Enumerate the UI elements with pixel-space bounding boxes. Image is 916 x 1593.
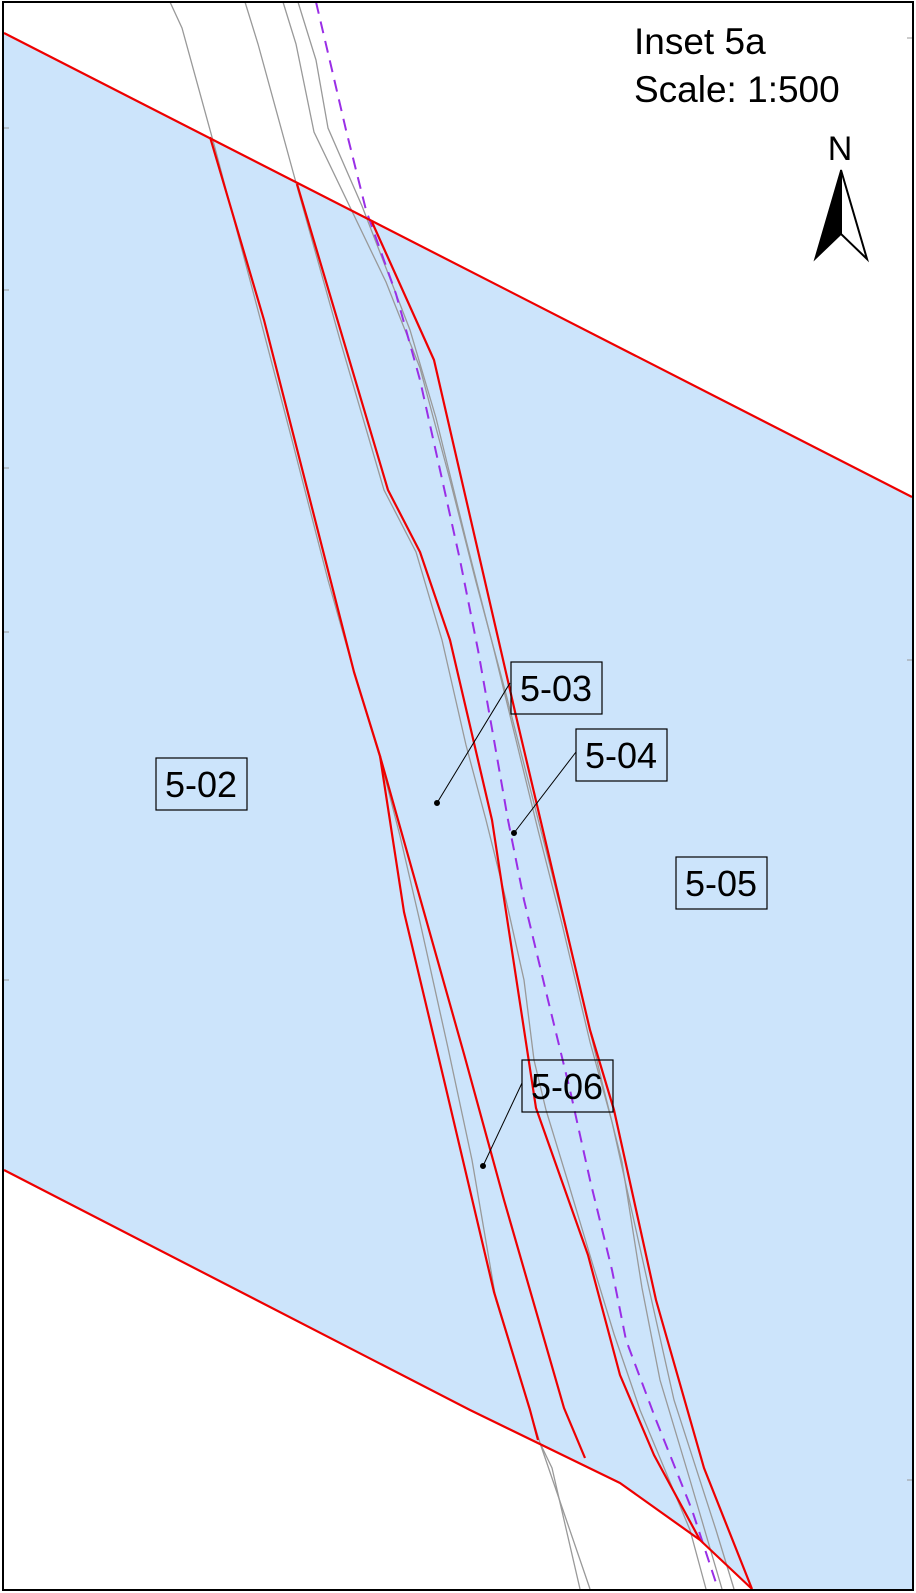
parcel-label-5-04-group: 5-04 bbox=[575, 728, 668, 782]
parcel-label-box-5-04 bbox=[575, 728, 668, 782]
frame-ticks bbox=[4, 37, 912, 1481]
leader-5-04 bbox=[513, 751, 577, 834]
leader-5-03 bbox=[436, 682, 511, 804]
north-arrow-icon bbox=[813, 169, 870, 263]
parcel-label-5-05: 5-05 bbox=[685, 863, 757, 904]
road-line-4 bbox=[297, 1, 735, 1590]
leader-dot-5-04 bbox=[511, 830, 517, 836]
parcel-label-5-03-group: 5-03 bbox=[510, 661, 603, 715]
parcel-label-box-5-03 bbox=[510, 661, 603, 715]
parcel-band-fill bbox=[4, 33, 912, 1589]
leader-dot-5-03 bbox=[434, 800, 440, 806]
parcel-boundaries bbox=[3, 32, 913, 1590]
parcel-label-5-06-group: 5-06 bbox=[521, 1059, 614, 1113]
parcel-label-5-05-group: 5-05 bbox=[675, 856, 768, 910]
north-arrow: N bbox=[813, 130, 870, 263]
parcel-label-5-03: 5-03 bbox=[520, 668, 592, 709]
parcel-label-box-5-06 bbox=[521, 1059, 614, 1113]
parcel-label-5-02: 5-02 bbox=[165, 764, 237, 805]
road-line-3 bbox=[282, 1, 723, 1590]
dashed-boundary-line bbox=[315, 1, 719, 1590]
parcel-label-5-06: 5-06 bbox=[531, 1066, 603, 1107]
boundary-5-03-west bbox=[295, 183, 701, 1541]
boundary-east bbox=[370, 221, 754, 1590]
label-leaders bbox=[434, 682, 577, 1169]
parcel-label-box-5-02 bbox=[155, 757, 248, 811]
boundary-south bbox=[3, 1169, 753, 1590]
boundary-west bbox=[208, 136, 540, 1441]
north-arrow-letter: N bbox=[828, 130, 853, 168]
parcel-label-5-02-group: 5-02 bbox=[155, 757, 248, 811]
boundary-north bbox=[3, 32, 913, 498]
leader-5-06 bbox=[482, 1082, 523, 1167]
inset-scale: Scale: 1:500 bbox=[634, 69, 840, 110]
parcel-label-box-5-05 bbox=[675, 856, 768, 910]
boundary-5-06 bbox=[378, 755, 587, 1459]
road-line-5 bbox=[539, 1442, 581, 1590]
leader-dot-5-06 bbox=[480, 1163, 486, 1169]
inset-title: Inset 5a bbox=[634, 21, 766, 62]
road-line-2 bbox=[244, 1, 707, 1590]
parcel-label-5-04: 5-04 bbox=[585, 735, 657, 776]
